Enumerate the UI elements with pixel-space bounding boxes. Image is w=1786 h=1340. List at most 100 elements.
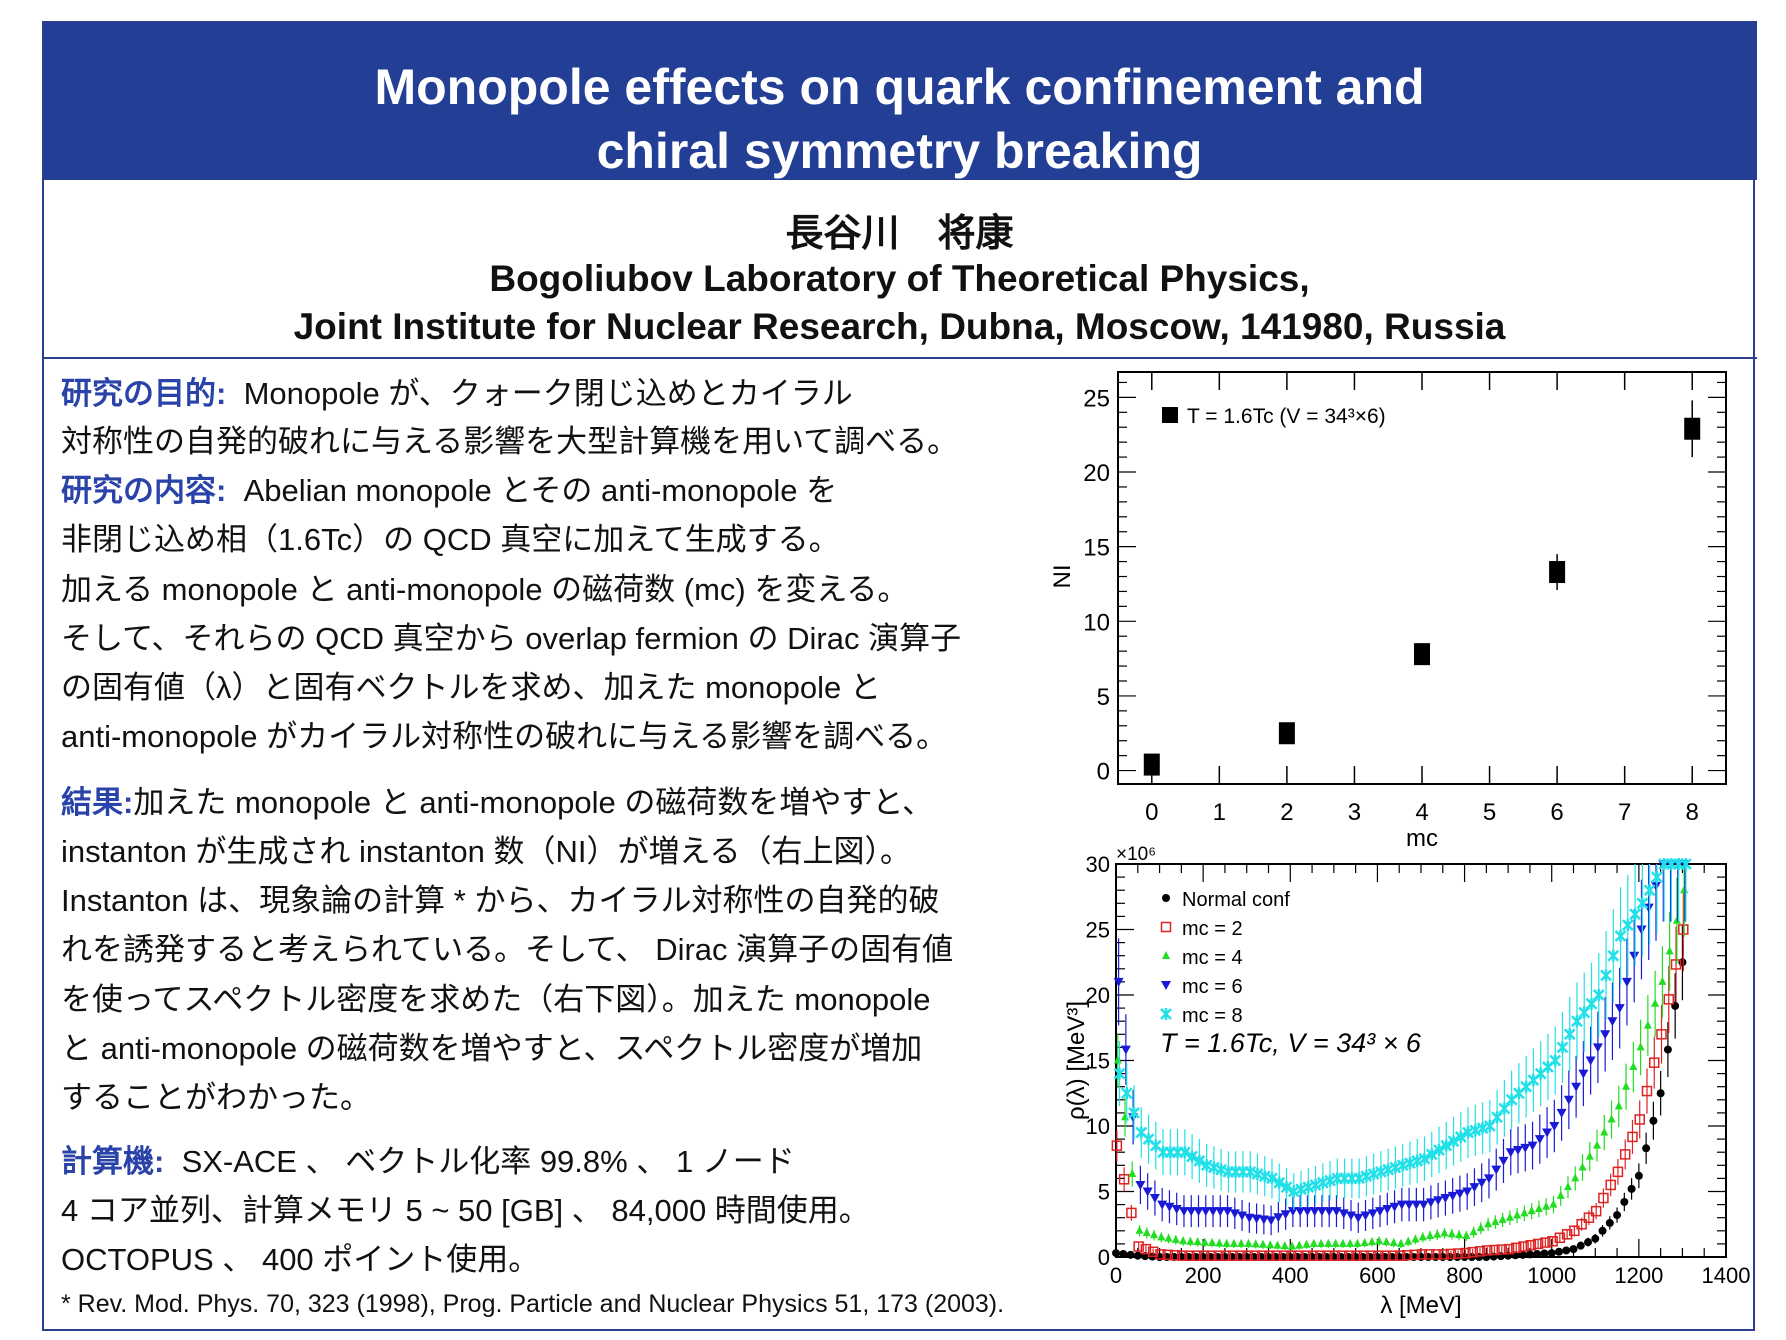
data-point [1345,1211,1356,1221]
computer-line-2: 4 コア並列、計算メモリ 5 ~ 50 [GB] 、 84,000 時間使用。 [61,1193,870,1228]
data-point [1440,1228,1449,1237]
data-point [1525,1250,1534,1259]
data-point [1256,1250,1268,1261]
legend-label: mc = 4 [1182,947,1243,969]
data-point [1206,1250,1217,1261]
data-point [1113,1067,1126,1080]
data-point [1467,1246,1478,1258]
data-point [1251,1239,1260,1248]
data-point [1179,1236,1188,1245]
data-point [1614,1101,1623,1110]
data-point [1469,1227,1478,1236]
data-point [1636,897,1649,910]
data-point [1440,1194,1451,1204]
data-point [1213,1250,1224,1261]
data-point [1649,1057,1660,1068]
data-point [1634,1171,1643,1180]
x-tick-label: 4 [1415,799,1428,826]
data-point [1476,1223,1485,1232]
data-point [1598,1226,1607,1235]
legend-label: T = 1.6Tc (V = 34³×6) [1187,405,1386,428]
data-point [1242,1250,1253,1261]
data-point [1208,1238,1217,1247]
data-point [1271,1250,1282,1261]
data-point [1186,1150,1198,1163]
result-heading: 結果: [61,785,134,820]
data-point [1222,1238,1231,1247]
data-point [1621,919,1634,932]
data-point [1382,1204,1393,1214]
data-point [1454,1189,1465,1199]
result-line-1: 結果:加えた monopole と anti-monopole の磁荷数を増やす… [61,783,933,823]
data-point [1317,1238,1326,1247]
data-point [1571,1082,1582,1092]
data-point [1287,1207,1298,1217]
data-point [1605,1179,1616,1191]
data-point [1433,1229,1442,1238]
data-point [1569,1225,1580,1237]
data-point [1135,1225,1144,1234]
data-point [1273,1240,1282,1249]
data-point [1169,1250,1181,1261]
content-line-4: そして、それらの QCD 真空から overlap fermion の Dira… [61,621,962,656]
data-point [1511,1242,1522,1254]
x-axis-label: λ [MeV] [1380,1292,1461,1319]
data-point [1534,1135,1545,1145]
data-point [1663,1045,1672,1054]
data-point [1126,1250,1135,1259]
data-point [1178,1207,1189,1217]
data-point [1542,1128,1553,1138]
data-point [1375,1236,1384,1245]
data-point [1164,1233,1173,1242]
data-point [1622,1081,1631,1090]
data-point [1650,871,1663,884]
data-point [1561,1229,1573,1240]
legend-label: Normal conf [1182,889,1290,911]
data-point [1613,1211,1622,1220]
data-point [1193,1207,1204,1217]
data-point [1338,1238,1347,1247]
data-point [1578,1162,1587,1171]
data-point [1133,1251,1142,1260]
data-point [1295,1240,1304,1249]
data-point [1469,1183,1480,1193]
data-point [1534,1203,1543,1212]
data-point [1160,921,1172,933]
x-tick-label: 7 [1618,799,1631,826]
poster-frame [42,21,1755,1331]
data-point [1549,1054,1562,1067]
data-point [1629,908,1641,921]
data-point [1474,1246,1486,1257]
data-point [1373,1250,1384,1261]
data-point [1562,1246,1571,1255]
y-tick-label: 30 [1086,852,1110,877]
data-point [1302,1207,1313,1217]
data-point [1380,1250,1391,1261]
data-point [1584,1238,1593,1247]
data-point [1178,1146,1191,1159]
text: 加えた monopole と anti-monopole の磁荷数を増やすと、 [133,785,934,820]
data-point [1244,1213,1255,1223]
data-point [1389,1238,1398,1247]
y-tick-label: 10 [1086,1114,1110,1139]
data-point [1119,1249,1128,1258]
data-point [1496,1244,1508,1255]
purpose-line-1: 研究の目的: Monopole が、クォーク閉じ込めとカイラル [61,374,853,414]
data-point [1418,1152,1431,1165]
data-point [1418,1200,1429,1210]
data-point [1229,1209,1240,1219]
data-point [1440,1139,1453,1152]
result-line-5: を使ってスペクトル密度を求めた（右下図）。加えた monopole [61,982,931,1017]
data-point [1389,1202,1400,1212]
data-point [1593,1140,1602,1149]
data-point [1452,1248,1464,1259]
data-point [1481,1245,1493,1256]
data-point [1193,1154,1206,1167]
computer-line-1: 計算機: SX-ACE 、 ベクトル化率 99.8% 、 1 ノード [61,1142,795,1182]
data-point [1416,1249,1428,1260]
data-point [1554,1232,1566,1244]
data-point [1324,1207,1335,1217]
data-point [1619,1149,1631,1160]
data-point [1200,1207,1211,1217]
author-name: 長谷川 将康 [785,213,1014,255]
